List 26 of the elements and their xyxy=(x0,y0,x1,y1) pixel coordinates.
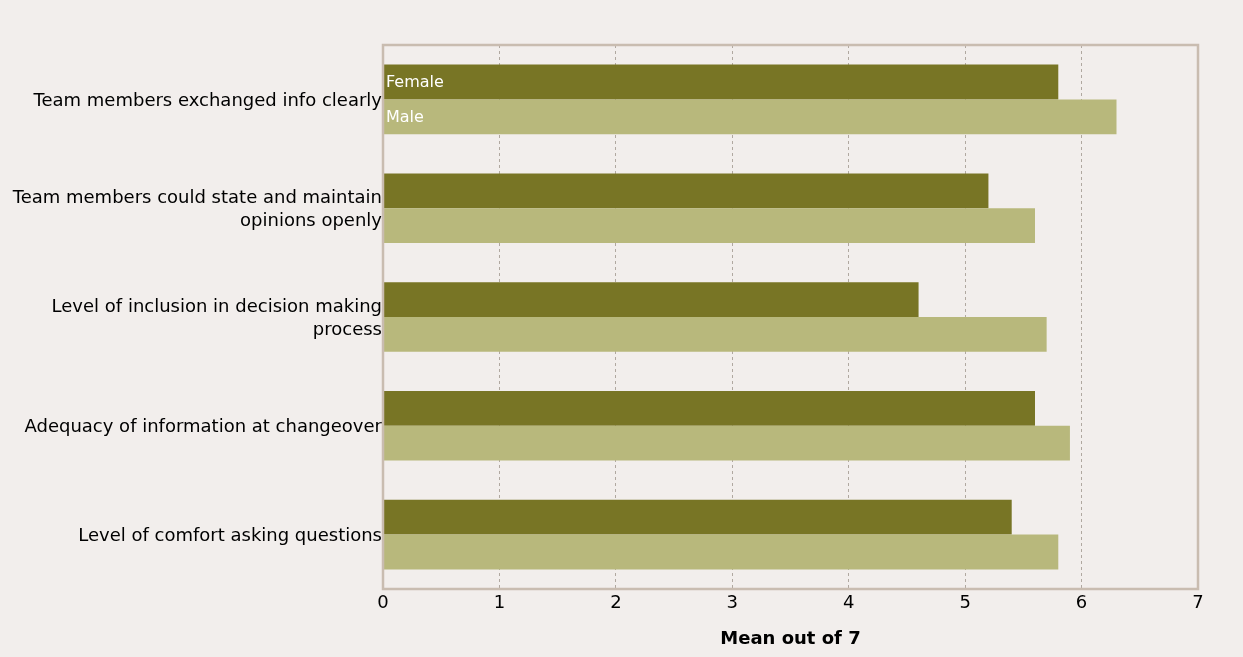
y-tick-label: Level of inclusion in decision making process xyxy=(51,294,382,339)
x-tick-label: 5 xyxy=(959,591,971,612)
x-tick-label: 0 xyxy=(377,591,389,612)
bar xyxy=(383,173,989,209)
x-tick-label: 4 xyxy=(842,591,855,612)
bar xyxy=(383,282,919,317)
y-tick-label: Level of comfort asking questions xyxy=(78,523,382,545)
x-tick-label: 7 xyxy=(1192,591,1204,612)
y-tick-label: Adequacy of information at changeover xyxy=(24,415,383,437)
y-tick-label: Team members exchanged info clearly xyxy=(32,88,383,110)
bar xyxy=(383,390,1035,426)
bar xyxy=(383,499,1012,535)
x-tick-label: 1 xyxy=(493,591,506,612)
series-label: Female xyxy=(386,72,444,92)
bar xyxy=(383,534,1059,570)
y-tick-label: Team members could state and maintain opinions openly xyxy=(11,185,383,231)
x-tick-label: 3 xyxy=(726,591,739,612)
series-label: Male xyxy=(386,107,424,127)
x-tick-label: 2 xyxy=(610,591,622,612)
bar xyxy=(383,425,1070,461)
x-tick-label: 6 xyxy=(1075,591,1088,612)
x-axis-title: Mean out of 7 xyxy=(720,627,861,649)
bar xyxy=(383,317,1047,352)
bar xyxy=(383,208,1035,244)
bar xyxy=(383,64,1059,100)
bar xyxy=(383,99,1117,135)
